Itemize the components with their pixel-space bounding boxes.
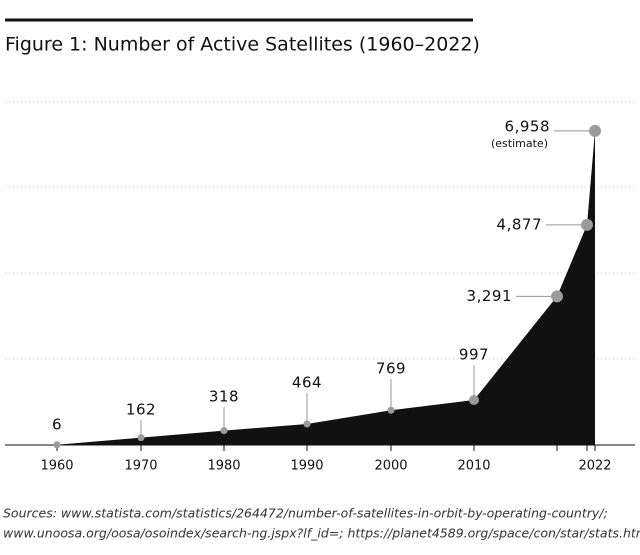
point (303, 420, 311, 428)
point (469, 394, 479, 405)
point (581, 218, 593, 231)
point (589, 124, 601, 137)
x-tick-label: 1980 (207, 459, 240, 474)
value-label: 6 (52, 416, 62, 434)
value-label: 162 (126, 401, 156, 419)
point (551, 290, 563, 303)
x-tick-label: 1960 (40, 459, 73, 474)
point (220, 427, 228, 435)
x-tick-label: 1970 (124, 459, 157, 474)
source-line: Sources: www.statista.com/statistics/264… (3, 506, 608, 521)
x-tick-label: 2000 (374, 459, 407, 474)
x-tick-label: 2010 (457, 459, 490, 474)
value-label: 997 (459, 346, 489, 364)
value-label: 769 (376, 360, 406, 378)
x-tick-label: 2022 (578, 459, 611, 474)
source-line: www.unoosa.org/oosa/osoindex/search-ng.j… (3, 526, 640, 541)
value-label: 464 (292, 374, 322, 392)
point (387, 406, 395, 414)
annotation: (estimate) (491, 137, 548, 150)
x-tick-label: 1990 (290, 459, 323, 474)
value-label: 6,958 (505, 117, 550, 135)
point (137, 434, 145, 442)
chart-title: Figure 1: Number of Active Satellites (1… (5, 34, 480, 56)
value-label: 318 (209, 388, 239, 406)
value-label: 4,877 (497, 215, 542, 233)
value-label: 3,291 (467, 287, 512, 305)
area (57, 130, 595, 445)
point (53, 441, 61, 449)
